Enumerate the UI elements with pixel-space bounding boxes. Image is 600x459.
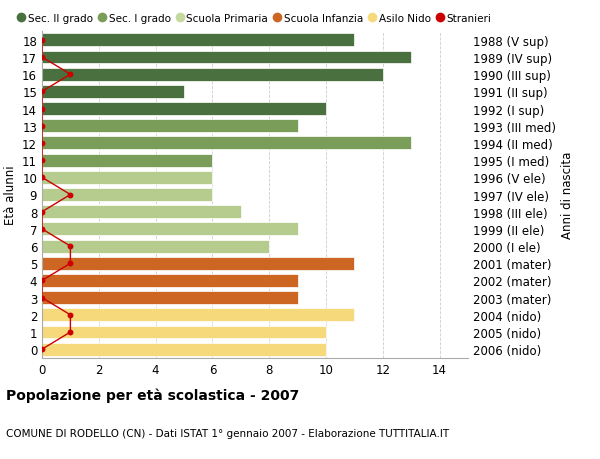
Bar: [42, 189, 212, 202]
Bar: [42, 154, 212, 167]
Point: [65, 260, 75, 267]
Point: [65, 71, 75, 78]
Bar: [42, 257, 355, 270]
Point: [37, 226, 47, 233]
Point: [65, 191, 75, 199]
Bar: [42, 34, 355, 47]
Point: [37, 157, 47, 164]
Point: [37, 89, 47, 96]
Bar: [42, 172, 212, 185]
Bar: [42, 103, 326, 116]
Legend: Sec. II grado, Sec. I grado, Scuola Primaria, Scuola Infanzia, Asilo Nido, Stran: Sec. II grado, Sec. I grado, Scuola Prim…: [19, 14, 491, 24]
Text: COMUNE DI RODELLO (CN) - Dati ISTAT 1° gennaio 2007 - Elaborazione TUTTITALIA.IT: COMUNE DI RODELLO (CN) - Dati ISTAT 1° g…: [6, 428, 449, 438]
Bar: [42, 240, 269, 253]
Point: [37, 294, 47, 302]
Point: [37, 123, 47, 130]
Text: Popolazione per età scolastica - 2007: Popolazione per età scolastica - 2007: [6, 388, 299, 403]
Bar: [42, 206, 241, 218]
Bar: [42, 86, 184, 99]
Point: [65, 329, 75, 336]
Point: [37, 208, 47, 216]
Bar: [42, 223, 298, 236]
Bar: [42, 291, 298, 304]
Point: [37, 277, 47, 285]
Point: [37, 106, 47, 113]
Point: [37, 54, 47, 62]
Point: [37, 346, 47, 353]
Bar: [42, 120, 298, 133]
Bar: [42, 51, 411, 64]
Y-axis label: Età alunni: Età alunni: [4, 165, 17, 225]
Bar: [42, 326, 326, 339]
Y-axis label: Anni di nascita: Anni di nascita: [562, 151, 574, 239]
Bar: [42, 68, 383, 81]
Point: [37, 174, 47, 182]
Point: [37, 37, 47, 45]
Point: [65, 243, 75, 250]
Bar: [42, 137, 411, 150]
Bar: [42, 274, 298, 287]
Point: [37, 140, 47, 147]
Point: [65, 312, 75, 319]
Bar: [42, 309, 355, 322]
Bar: [42, 343, 326, 356]
